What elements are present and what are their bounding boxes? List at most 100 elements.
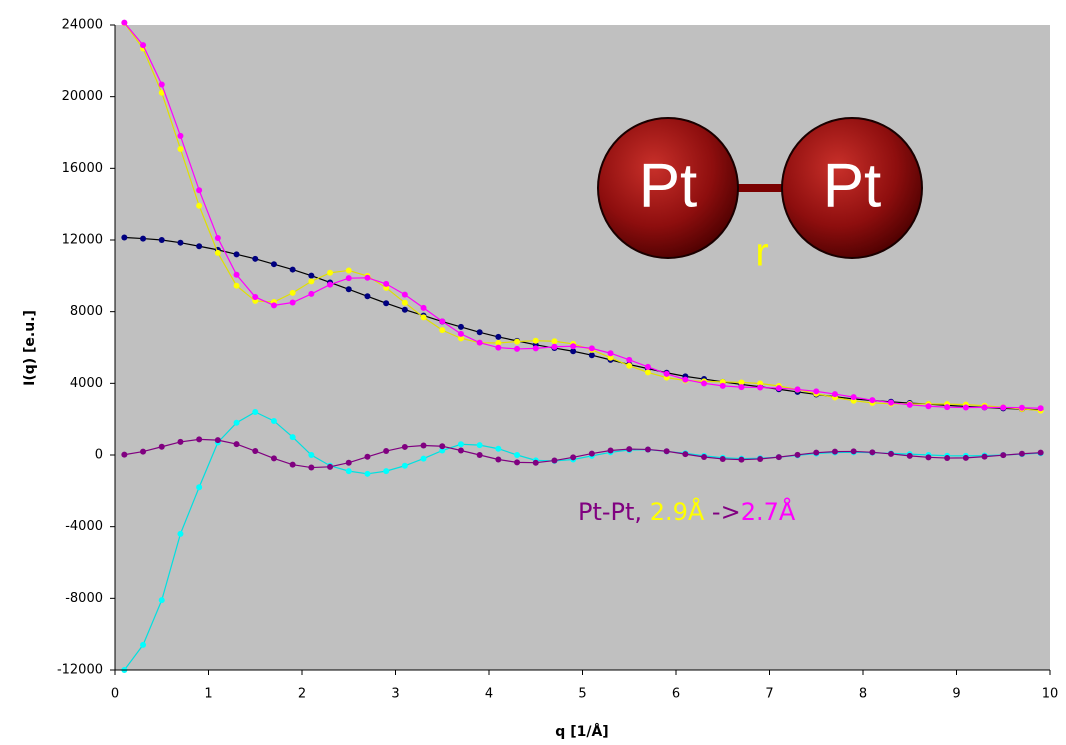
data-point <box>757 455 764 462</box>
data-point <box>738 456 745 463</box>
data-point <box>327 463 334 470</box>
data-point <box>551 338 558 345</box>
data-point <box>383 280 390 287</box>
data-point <box>813 388 820 395</box>
data-point <box>270 417 277 424</box>
y-tick-label: 16000 <box>62 161 103 176</box>
y-tick-label: 12000 <box>62 233 103 248</box>
y-tick-label: 8000 <box>70 304 103 319</box>
data-point <box>607 354 614 361</box>
data-point <box>196 187 203 194</box>
data-point <box>439 447 446 454</box>
data-point <box>626 356 633 363</box>
data-point <box>158 443 165 450</box>
data-point <box>158 81 165 88</box>
data-point <box>308 278 315 285</box>
data-point <box>457 335 464 342</box>
data-point <box>289 289 296 296</box>
data-point <box>495 344 502 351</box>
data-point <box>196 243 203 250</box>
data-point <box>439 327 446 334</box>
data-point <box>794 386 801 393</box>
data-point <box>701 380 708 387</box>
data-point <box>457 447 464 454</box>
series-line <box>123 22 1041 409</box>
data-point <box>308 272 315 279</box>
data-point <box>944 455 951 462</box>
data-point <box>906 401 913 408</box>
y-tick-label: -12000 <box>57 663 103 678</box>
data-point <box>1018 404 1025 411</box>
data-point <box>383 300 390 307</box>
data-point <box>289 461 296 468</box>
x-tick-label: 0 <box>111 687 119 702</box>
x-tick-label: 6 <box>672 687 680 702</box>
data-point <box>719 382 726 389</box>
x-tick-label: 1 <box>204 687 212 702</box>
y-tick-label: 0 <box>95 448 103 463</box>
data-point <box>1018 450 1025 457</box>
data-point <box>420 314 427 321</box>
data-point <box>869 449 876 456</box>
data-point <box>663 370 670 377</box>
annotation-part: -> <box>704 498 740 526</box>
data-point <box>364 274 371 281</box>
data-point <box>570 343 577 350</box>
data-point <box>289 266 296 273</box>
data-point <box>308 452 315 458</box>
data-point <box>177 438 184 445</box>
data-point <box>364 470 371 477</box>
data-layer <box>121 19 1044 673</box>
data-point <box>1037 449 1044 456</box>
data-point <box>401 443 408 450</box>
data-point <box>233 271 240 278</box>
data-point <box>532 345 539 352</box>
atom-label: Pt <box>823 151 882 220</box>
data-point <box>831 448 838 455</box>
bond-bar <box>730 184 790 192</box>
data-point <box>682 376 689 383</box>
series-line <box>124 236 1041 411</box>
data-point <box>121 451 128 458</box>
x-axis-title: q [1/Å] <box>555 723 608 740</box>
data-point <box>514 345 521 352</box>
data-point <box>514 338 521 345</box>
data-point <box>401 462 408 469</box>
atom <box>597 117 739 259</box>
data-point <box>1037 405 1044 412</box>
data-point <box>383 468 390 475</box>
data-point <box>196 484 203 491</box>
data-point <box>364 453 371 460</box>
data-point <box>588 352 595 359</box>
data-point <box>532 337 539 344</box>
data-point <box>233 419 240 426</box>
data-point <box>981 453 988 460</box>
data-point <box>140 235 147 242</box>
data-point <box>757 384 764 391</box>
data-point <box>121 234 128 241</box>
data-point <box>289 299 296 306</box>
data-point <box>476 339 483 346</box>
data-point <box>177 132 184 139</box>
data-point <box>925 454 932 461</box>
data-point <box>196 436 203 443</box>
data-point <box>532 459 539 466</box>
y-tick-label: -4000 <box>65 519 103 534</box>
y-tick-label: -8000 <box>65 591 103 606</box>
data-point <box>345 468 352 475</box>
data-point <box>850 394 857 401</box>
data-point <box>607 447 614 454</box>
data-point <box>308 290 315 297</box>
data-point <box>214 235 221 242</box>
data-point <box>214 249 221 256</box>
data-point <box>906 452 913 459</box>
data-point <box>701 453 708 460</box>
data-point <box>270 302 277 309</box>
data-point <box>551 343 558 350</box>
data-point <box>364 293 371 300</box>
data-point <box>831 391 838 398</box>
x-tick-label: 10 <box>1042 687 1059 702</box>
data-point <box>270 261 277 268</box>
data-point <box>682 451 689 458</box>
data-point <box>252 255 259 262</box>
